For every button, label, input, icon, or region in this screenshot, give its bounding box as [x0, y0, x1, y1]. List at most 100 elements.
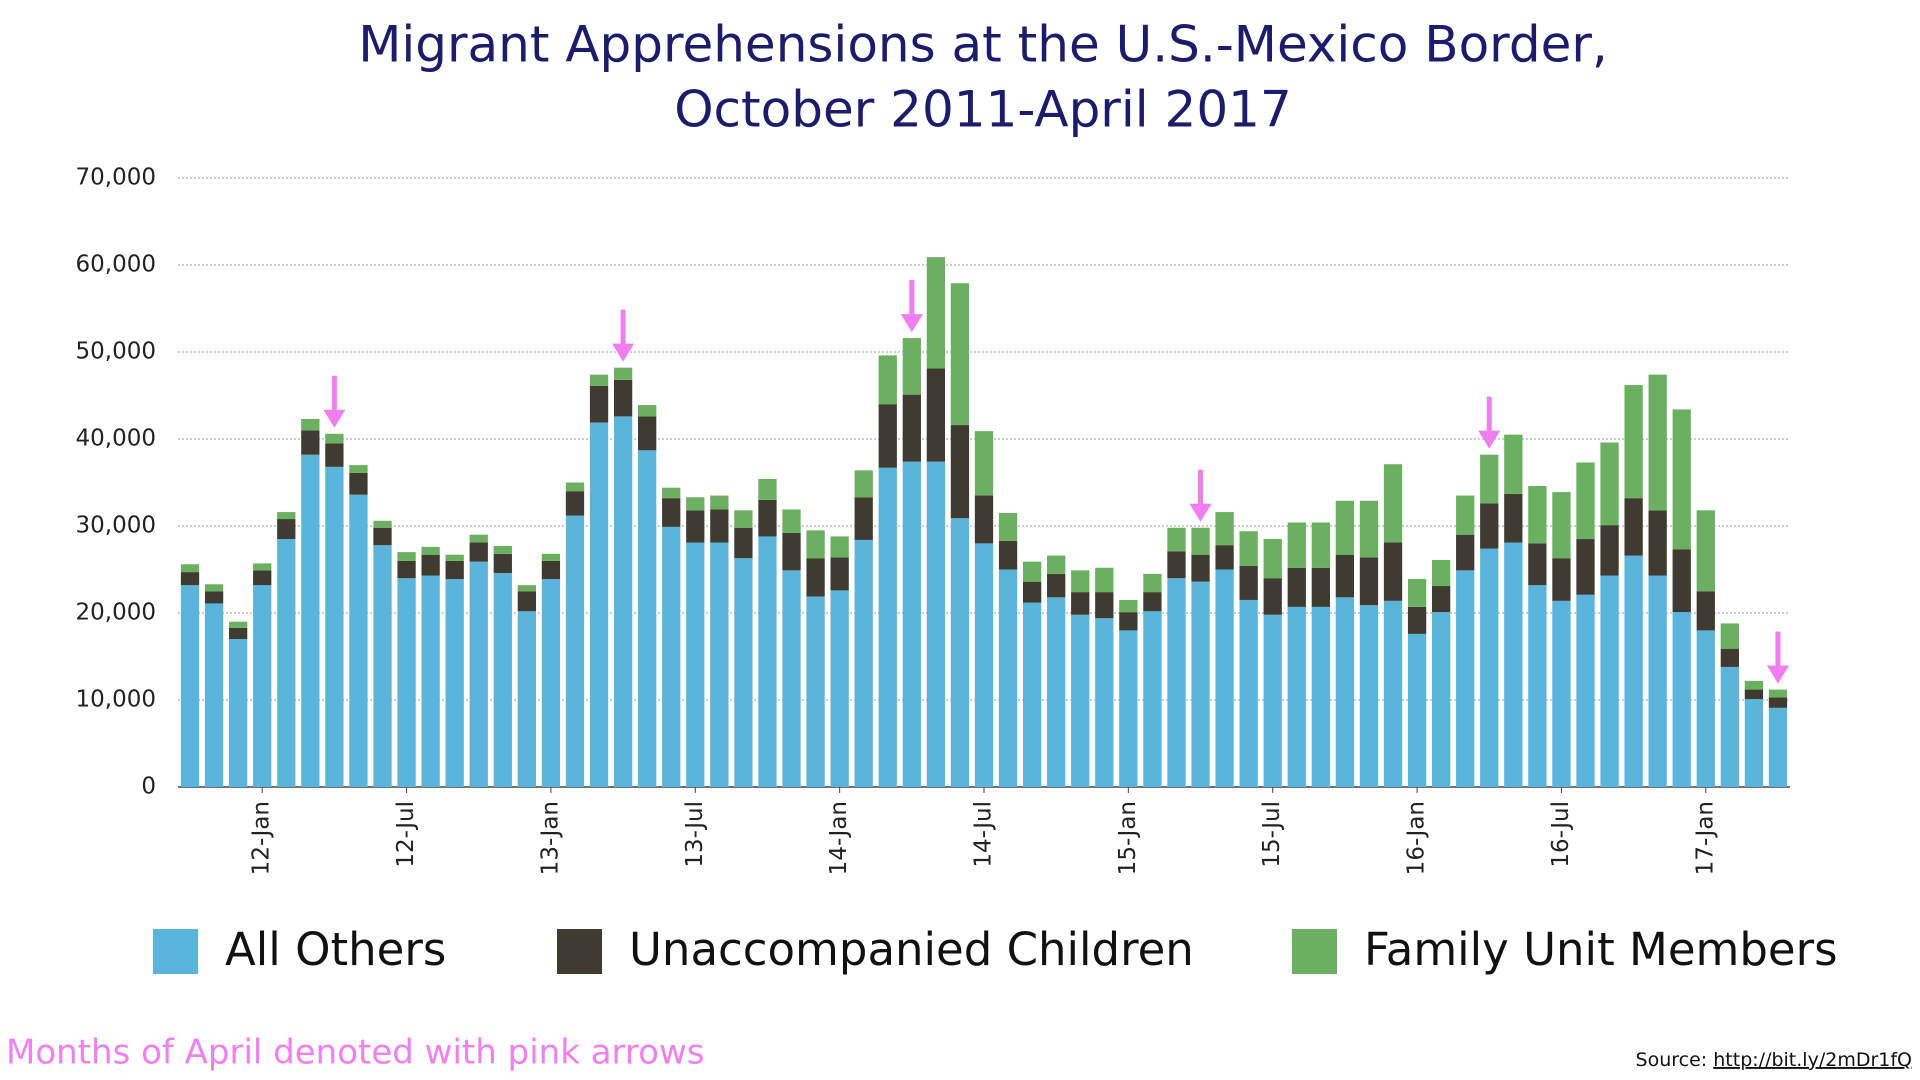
y-tick-label: 30,000	[76, 513, 156, 539]
bar-segment	[710, 509, 729, 543]
bar-segment	[180, 585, 200, 787]
bar-segment	[1071, 592, 1090, 615]
bar-segment	[734, 558, 753, 787]
bar-segment	[1215, 545, 1234, 570]
legend-label: All Others	[225, 923, 446, 976]
bar-segment	[349, 494, 368, 787]
bar-segment	[469, 542, 488, 562]
bar-segment	[782, 509, 801, 533]
bar-segment	[1383, 542, 1403, 601]
bar-segment	[1504, 434, 1523, 494]
bar-segment	[734, 527, 753, 559]
bar-segment	[1696, 510, 1715, 592]
bar-segment	[878, 467, 897, 787]
bar-segment	[1311, 567, 1330, 607]
bar-segment	[638, 450, 657, 787]
bar-segment	[1456, 534, 1475, 571]
bar-segment	[1431, 559, 1451, 587]
bar-segment	[229, 639, 248, 787]
bar-segment	[806, 558, 825, 597]
bar-segment	[1191, 581, 1210, 787]
bar-segment	[349, 465, 368, 473]
bar-segment	[1696, 591, 1715, 631]
bar-segment	[1624, 498, 1643, 556]
x-tick-label: 12-Jan	[249, 801, 275, 875]
bar-segment	[565, 515, 585, 787]
bar-segment	[1071, 570, 1090, 593]
bar-segment	[1143, 611, 1162, 787]
bar-segment	[1768, 689, 1788, 698]
legend-swatch	[557, 929, 602, 974]
bar-segment	[229, 627, 248, 640]
bar-segment	[1119, 630, 1138, 787]
x-tick-label: 16-Jul	[1548, 801, 1574, 868]
bar-segment	[1696, 630, 1715, 787]
bar-segment	[469, 534, 488, 543]
chart-title: Migrant Apprehensions at the U.S.-Mexico…	[358, 16, 1608, 74]
bar-segment	[1239, 531, 1258, 567]
bar-segment	[686, 497, 705, 511]
bar-segment	[1071, 614, 1090, 787]
bar-segment	[1287, 606, 1306, 787]
bar-segment	[1552, 492, 1571, 559]
bar-segment	[926, 368, 946, 462]
bar-segment	[1263, 578, 1282, 615]
bar-segment	[445, 579, 464, 787]
bar-segment	[1143, 573, 1162, 593]
bar-segment	[1022, 561, 1042, 582]
bar-segment	[445, 560, 464, 580]
bar-segment	[517, 591, 537, 612]
bar-segment	[1528, 585, 1547, 787]
y-tick-label: 50,000	[76, 339, 156, 365]
bar-segment	[1335, 500, 1355, 555]
y-tick-label: 20,000	[76, 600, 156, 626]
bar-segment	[710, 495, 729, 510]
y-tick-label: 60,000	[76, 252, 156, 278]
y-tick-label: 40,000	[76, 426, 156, 452]
bar-segment	[373, 545, 392, 787]
bar-segment	[1287, 522, 1306, 568]
bar-segment	[180, 572, 200, 586]
bar-segment	[1576, 462, 1595, 540]
x-tick-label: 14-Jan	[826, 801, 852, 875]
bar-segment	[998, 540, 1018, 570]
bar-segment	[998, 569, 1018, 787]
april-arrow-head	[1478, 430, 1501, 449]
bar-segment	[1095, 618, 1114, 787]
bar-segment	[325, 433, 344, 444]
bar-segment	[950, 518, 970, 787]
y-tick-label: 10,000	[76, 687, 156, 713]
bar-segment	[1624, 385, 1643, 499]
bar-segment	[204, 591, 224, 604]
bar-segment	[1335, 597, 1355, 787]
bar-segment	[974, 431, 994, 496]
bar-segment	[277, 539, 296, 787]
bar-segment	[1648, 510, 1667, 576]
bar-segment	[204, 603, 224, 787]
bar-segment	[974, 495, 994, 544]
bar-segment	[878, 404, 897, 468]
bar-segment	[421, 546, 440, 555]
chart-title: October 2011-April 2017	[674, 81, 1292, 139]
bar-segment	[1383, 464, 1403, 543]
bar-segment	[1335, 554, 1355, 598]
april-arrow-head	[900, 314, 923, 333]
y-tick-label: 70,000	[76, 165, 156, 191]
bar-segment	[1239, 599, 1258, 787]
bar-segment	[1407, 606, 1427, 634]
bar-segment	[1095, 567, 1114, 593]
bar-segment	[1191, 554, 1210, 582]
bar-segment	[445, 554, 464, 561]
bar-segment	[469, 561, 488, 787]
bar-segment	[253, 570, 272, 586]
bar-segment	[1504, 493, 1523, 543]
bar-segment	[1576, 539, 1595, 595]
bar-segment	[854, 470, 873, 498]
bar-segment	[998, 512, 1018, 541]
bar-segment	[782, 532, 801, 571]
bar-segment	[758, 479, 777, 500]
bar-segment	[301, 418, 320, 431]
bar-segment	[1576, 594, 1595, 787]
bar-segment	[1456, 495, 1475, 535]
